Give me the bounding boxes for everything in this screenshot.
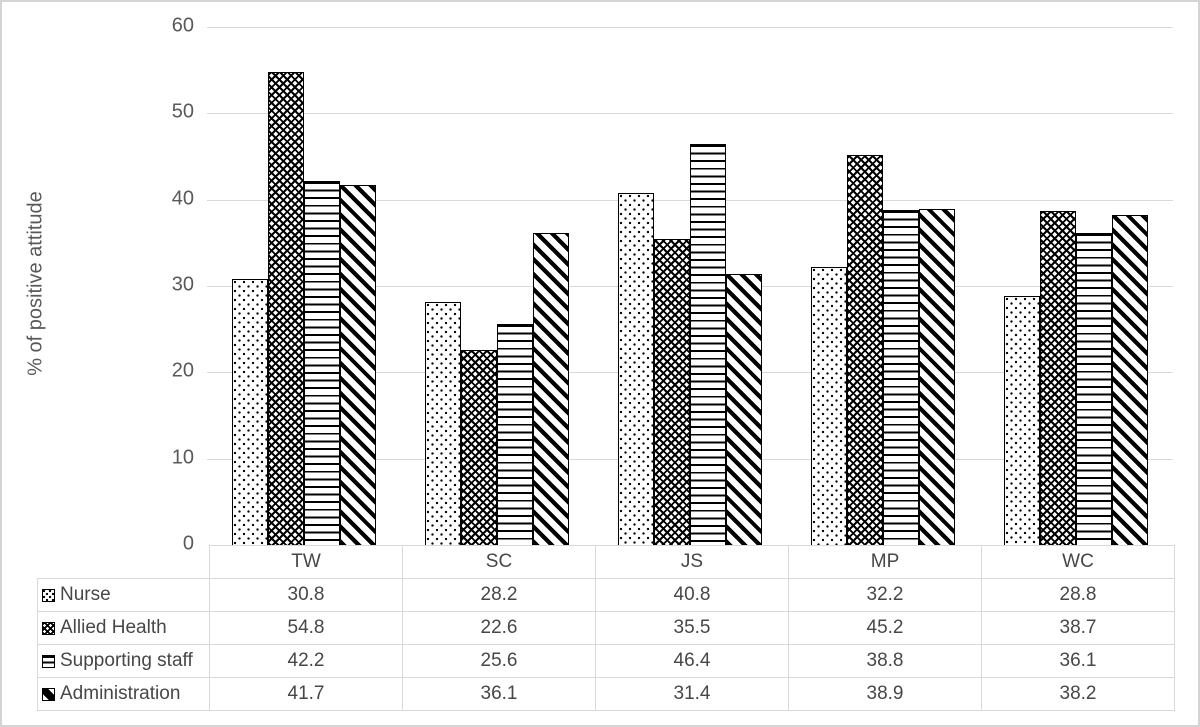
value-cell-administration-sc: 36.1 — [402, 677, 596, 711]
category-header-sc: SC — [402, 545, 596, 579]
y-tick-label-30: 30 — [171, 273, 194, 296]
legend-cell-nurse: Nurse — [37, 578, 210, 612]
bar-supporting-staff-mp — [883, 210, 920, 545]
bar-group-mp — [787, 27, 980, 545]
bar-allied-health-tw — [267, 71, 304, 545]
value-cell-allied-health-tw: 54.8 — [209, 611, 403, 645]
bar-group-wc — [980, 27, 1173, 545]
table-header-row: TW SC JS MP WC — [38, 545, 1175, 579]
value-cell-nurse-sc: 28.2 — [402, 578, 596, 612]
y-tick-label-40: 40 — [171, 187, 194, 210]
bar-supporting-staff-tw — [303, 180, 340, 545]
supporting-staff-legend-swatch-icon — [42, 654, 55, 668]
bar-administration-js — [726, 273, 762, 545]
bar-allied-health-wc — [1040, 210, 1077, 545]
series-label: Nurse — [60, 584, 111, 605]
value-cell-allied-health-sc: 22.6 — [402, 611, 596, 645]
category-header-js: JS — [595, 545, 789, 579]
bar-allied-health-mp — [847, 154, 884, 545]
bar-supporting-staff-sc — [496, 324, 533, 545]
bar-groups — [207, 27, 1173, 545]
bar-nurse-wc — [1004, 296, 1041, 545]
bar-allied-health-sc — [460, 349, 497, 545]
data-table: TW SC JS MP WC Nurse 30.8 28.2 40.8 32.2 28.8 Allie… — [37, 545, 1175, 711]
value-cell-supporting-staff-sc: 25.6 — [402, 644, 596, 678]
series-label: Supporting staff — [60, 650, 193, 671]
gridline-60 — [207, 27, 1173, 28]
y-tick-label-0: 0 — [182, 532, 194, 555]
bar-nurse-js — [618, 192, 654, 545]
value-cell-nurse-tw: 30.8 — [209, 578, 403, 612]
y-tick-label-20: 20 — [171, 359, 194, 382]
y-tick-label-50: 50 — [171, 100, 194, 123]
bar-nurse-mp — [811, 267, 848, 545]
value-cell-administration-wc: 38.2 — [981, 677, 1175, 711]
category-header-tw: TW — [209, 545, 403, 579]
value-cell-administration-tw: 41.7 — [209, 677, 403, 711]
legend-cell-supporting-staff: Supporting staff — [37, 644, 210, 678]
bar-group-tw — [207, 27, 400, 545]
y-tick-label-60: 60 — [171, 14, 194, 37]
value-cell-administration-js: 31.4 — [595, 677, 789, 711]
value-cell-allied-health-wc: 38.7 — [981, 611, 1175, 645]
table-row-administration: Administration 41.7 36.1 31.4 38.9 38.2 — [37, 677, 1175, 711]
bar-group-js — [593, 27, 786, 545]
table-row-nurse: Nurse 30.8 28.2 40.8 32.2 28.8 — [37, 578, 1175, 612]
legend-cell-allied-health: Allied Health — [37, 611, 210, 645]
bar-administration-tw — [339, 185, 376, 545]
value-cell-supporting-staff-js: 46.4 — [595, 644, 789, 678]
administration-legend-swatch-icon — [42, 687, 55, 701]
plot-area — [207, 27, 1173, 545]
nurse-legend-swatch-icon — [42, 588, 55, 602]
bar-administration-sc — [532, 233, 569, 545]
series-label: Allied Health — [60, 617, 167, 638]
bar-supporting-staff-wc — [1076, 233, 1113, 545]
value-cell-administration-mp: 38.9 — [788, 677, 982, 711]
value-cell-nurse-js: 40.8 — [595, 578, 789, 612]
table-corner-cell — [38, 546, 210, 579]
bar-administration-wc — [1112, 215, 1149, 545]
category-header-wc: WC — [981, 545, 1175, 579]
value-cell-supporting-staff-mp: 38.8 — [788, 644, 982, 678]
legend-cell-administration: Administration — [37, 677, 210, 711]
bar-group-sc — [400, 27, 593, 545]
bar-allied-health-js — [654, 238, 690, 545]
value-cell-allied-health-js: 35.5 — [595, 611, 789, 645]
value-cell-allied-health-mp: 45.2 — [788, 611, 982, 645]
gridline-50 — [207, 113, 1173, 115]
value-cell-nurse-mp: 32.2 — [788, 578, 982, 612]
bar-administration-mp — [919, 209, 956, 545]
table-row-allied-health: Allied Health 54.8 22.6 35.5 45.2 38.7 — [37, 611, 1175, 645]
y-tick-label-10: 10 — [171, 446, 194, 469]
value-cell-nurse-wc: 28.8 — [981, 578, 1175, 612]
value-cell-supporting-staff-wc: 36.1 — [981, 644, 1175, 678]
allied-health-legend-swatch-icon — [42, 621, 55, 635]
value-cell-supporting-staff-tw: 42.2 — [209, 644, 403, 678]
bar-supporting-staff-js — [690, 144, 726, 545]
bar-nurse-sc — [424, 301, 461, 545]
table-row-supporting-staff: Supporting staff 42.2 25.6 46.4 38.8 36.1 — [37, 644, 1175, 678]
bar-nurse-tw — [231, 279, 268, 545]
category-header-mp: MP — [788, 545, 982, 579]
y-axis-title: % of positive attitude — [24, 191, 47, 376]
series-label: Administration — [60, 683, 181, 704]
